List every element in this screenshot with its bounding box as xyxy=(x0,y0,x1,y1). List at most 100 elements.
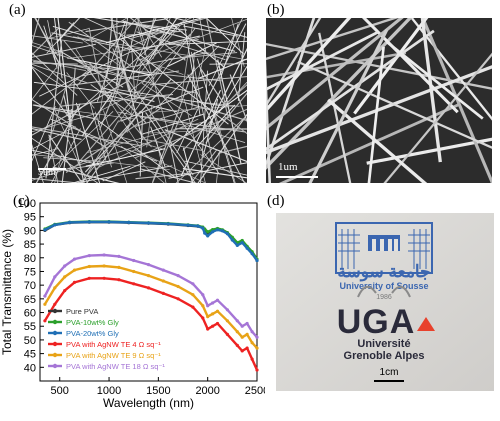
nanowire xyxy=(205,18,244,55)
data-point xyxy=(220,229,225,233)
data-point xyxy=(235,330,239,334)
nanowire xyxy=(385,40,484,120)
nanowire-network-a xyxy=(32,18,247,183)
data-point xyxy=(196,224,200,228)
data-point xyxy=(215,298,220,302)
nanowire xyxy=(32,66,73,122)
data-point xyxy=(201,304,205,308)
nanowire xyxy=(32,143,44,183)
nanowire xyxy=(34,18,62,68)
uga-logo: UGA Université Grenoble Alpes xyxy=(337,303,435,362)
nanowire xyxy=(190,51,214,165)
series-line-5 xyxy=(43,264,258,349)
nanowire xyxy=(266,18,316,170)
nanowire xyxy=(102,161,146,182)
y-tick-label: 40 xyxy=(24,362,36,374)
series-line-6 xyxy=(43,253,258,338)
nanowire xyxy=(149,76,247,86)
y-tick-label: 50 xyxy=(24,335,36,347)
data-point xyxy=(245,321,249,326)
nanowire xyxy=(85,148,166,167)
uga-logo-main: UGA xyxy=(337,303,416,341)
data-point xyxy=(53,223,57,227)
data-point xyxy=(250,341,254,345)
scale-label-d: 1cm xyxy=(380,367,399,378)
nanowire xyxy=(71,165,131,183)
data-point xyxy=(235,343,239,347)
data-point xyxy=(102,253,106,257)
nanowire xyxy=(52,88,67,133)
nanowire xyxy=(32,126,76,150)
nanowire xyxy=(221,84,247,108)
nanowire xyxy=(200,70,208,183)
nanowire xyxy=(45,40,63,179)
data-point xyxy=(245,346,249,350)
nanowire xyxy=(145,112,196,183)
nanowire xyxy=(120,39,229,125)
data-point xyxy=(186,223,190,227)
nanowire xyxy=(151,105,247,113)
nanowire xyxy=(73,65,196,94)
uga-logo-line2: Grenoble Alpes xyxy=(344,350,425,362)
data-point xyxy=(191,282,195,286)
x-tick-label: 1000 xyxy=(97,385,121,397)
nanowire xyxy=(46,22,75,54)
nanowire xyxy=(85,18,128,42)
nanowire xyxy=(86,120,207,154)
nanowire xyxy=(216,150,221,183)
data-point xyxy=(240,324,244,328)
data-point xyxy=(161,291,165,295)
data-point xyxy=(225,319,229,323)
nanowire xyxy=(57,18,72,127)
y-tick-label: 100 xyxy=(18,198,36,210)
nanowire xyxy=(50,128,81,183)
nanowire xyxy=(110,18,130,92)
data-point xyxy=(215,228,220,232)
legend-marker xyxy=(52,363,58,369)
data-point xyxy=(72,280,77,284)
data-point xyxy=(250,357,254,361)
data-point xyxy=(132,269,136,274)
data-point xyxy=(102,276,106,280)
nanowire xyxy=(32,59,87,72)
nanowire xyxy=(164,129,247,163)
nanowire xyxy=(32,63,89,84)
data-point xyxy=(43,302,47,306)
nanowire xyxy=(77,36,121,67)
nanowire xyxy=(106,18,113,79)
nanowire xyxy=(327,98,428,183)
nanowire xyxy=(84,78,172,173)
nanowire xyxy=(191,52,195,106)
data-point xyxy=(255,368,259,372)
data-point xyxy=(68,220,72,224)
scale-bar-a xyxy=(38,168,66,170)
data-point xyxy=(245,246,249,250)
panel-a-letter: (a) xyxy=(9,2,26,18)
legend-label: PVA-20wt% Gly xyxy=(66,329,119,338)
nanowire xyxy=(207,47,247,128)
legend-label: Pure PVA xyxy=(66,307,98,316)
legend-marker xyxy=(52,319,58,325)
nanowire xyxy=(98,90,140,112)
nanowire xyxy=(183,23,201,116)
nanowire xyxy=(32,68,90,115)
data-point xyxy=(161,268,165,272)
y-tick-label: 65 xyxy=(24,294,36,306)
nanowire xyxy=(156,140,167,183)
plot-frame xyxy=(39,202,258,382)
data-point xyxy=(107,220,111,224)
nanowire xyxy=(205,51,247,61)
nanowire-network-b xyxy=(266,18,492,183)
nanowire xyxy=(197,104,236,147)
legend-marker xyxy=(52,352,58,358)
data-point xyxy=(87,264,91,269)
svg-text:جامعة سوسة: جامعة سوسة xyxy=(337,262,430,282)
data-point xyxy=(230,238,234,242)
data-point xyxy=(63,289,67,293)
nanowire xyxy=(58,49,124,88)
nanowire xyxy=(278,103,460,183)
y-tick-label: 80 xyxy=(24,253,36,265)
data-point xyxy=(127,220,131,224)
data-point xyxy=(206,234,210,238)
